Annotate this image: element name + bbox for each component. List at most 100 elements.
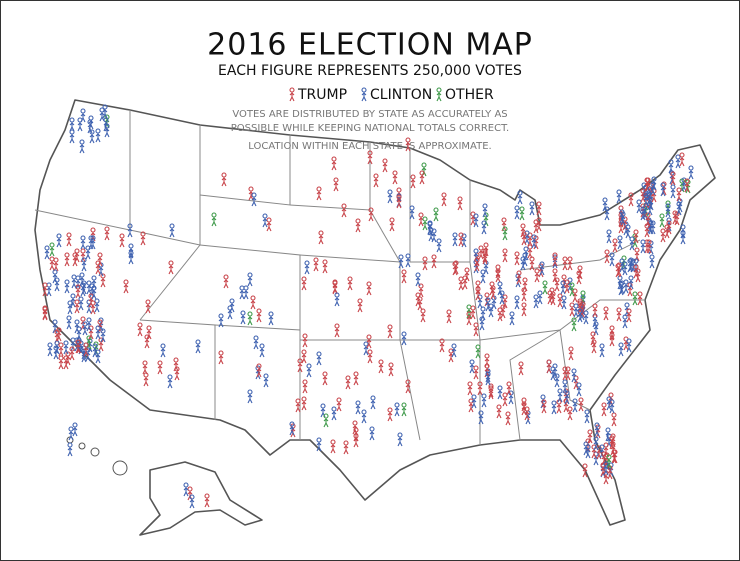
figure (441, 192, 447, 207)
figure-body (75, 289, 81, 299)
figure-body (331, 161, 337, 171)
figure-body (554, 378, 560, 388)
figure (482, 203, 488, 218)
figure (74, 299, 80, 314)
figure (523, 246, 529, 261)
figure-body (72, 427, 78, 437)
figure (86, 299, 92, 314)
figure (387, 324, 393, 339)
figure-body (470, 310, 476, 320)
figure-body (606, 459, 612, 469)
figure-body (643, 197, 649, 207)
figure (415, 272, 421, 287)
figure (520, 223, 526, 238)
figure (604, 249, 610, 264)
figure-body (568, 351, 574, 361)
figure-body (603, 475, 609, 485)
figure (534, 268, 540, 283)
figure-body (521, 406, 527, 416)
figure (601, 402, 607, 417)
figure-body (323, 418, 329, 428)
figure-body (599, 348, 605, 358)
figure (572, 288, 578, 303)
figure (675, 154, 681, 169)
figure (42, 305, 48, 320)
figure (431, 254, 437, 269)
figure (363, 341, 369, 356)
figure (263, 373, 269, 388)
figure (541, 399, 547, 414)
figure-body (468, 403, 474, 413)
figure-body (295, 403, 301, 413)
figure-body (419, 175, 425, 185)
figure (42, 282, 48, 297)
figure-body (516, 275, 522, 285)
figure-body (529, 206, 535, 216)
figure (316, 437, 322, 452)
figure-body (49, 247, 55, 257)
figure (167, 374, 173, 389)
figure-body (239, 290, 245, 300)
figure-body (64, 257, 70, 267)
figure (473, 213, 479, 228)
figure-body (603, 311, 609, 321)
figure (517, 190, 523, 205)
figure-body (576, 275, 582, 285)
figure (361, 409, 367, 424)
note: LOCATION WITHIN EACH STATE IS APPROXIMAT… (248, 141, 491, 152)
figure-body (664, 229, 670, 239)
figure-body (104, 231, 110, 241)
figure-body (157, 365, 163, 375)
figure-body (551, 405, 557, 415)
figure-body (502, 299, 508, 309)
figure (584, 409, 590, 424)
figure-body (552, 368, 558, 378)
figure-body (505, 416, 511, 426)
figure (100, 273, 106, 288)
figure (366, 334, 372, 349)
figure (593, 321, 599, 336)
figure (334, 323, 340, 338)
figure (247, 272, 253, 287)
figure-body (322, 264, 328, 274)
figure-body (183, 487, 189, 497)
figure-body (626, 343, 632, 353)
figure-body (99, 112, 105, 122)
figure (218, 350, 224, 365)
figure-body (674, 216, 680, 226)
figure-body (353, 376, 359, 386)
figure-body (681, 182, 687, 192)
figure-body (331, 411, 337, 421)
figure-body (127, 228, 133, 238)
figure-body (66, 237, 72, 247)
figure (571, 317, 577, 332)
figure (531, 234, 537, 249)
figure-body (634, 252, 640, 262)
figure-body (560, 285, 566, 295)
figure-body (473, 370, 479, 380)
figure-body (602, 202, 608, 212)
figure (539, 261, 545, 276)
figure (189, 494, 195, 509)
figure (547, 290, 553, 305)
figure-body (665, 208, 671, 218)
figure-body (569, 287, 575, 297)
figure (52, 269, 58, 284)
figure (622, 314, 628, 329)
figure-body (259, 348, 265, 358)
figure (396, 194, 402, 209)
figure-body (401, 336, 407, 346)
figure (605, 427, 611, 442)
figure (405, 253, 411, 268)
figure (415, 292, 421, 307)
figure (68, 426, 74, 441)
figure (458, 276, 464, 291)
figure (557, 293, 563, 308)
figure-body (95, 133, 101, 143)
figure-body (485, 302, 491, 312)
figure (568, 346, 574, 361)
figure (80, 108, 86, 123)
figure-body (645, 217, 651, 227)
figure-body (72, 257, 78, 267)
figure-body (355, 223, 361, 233)
